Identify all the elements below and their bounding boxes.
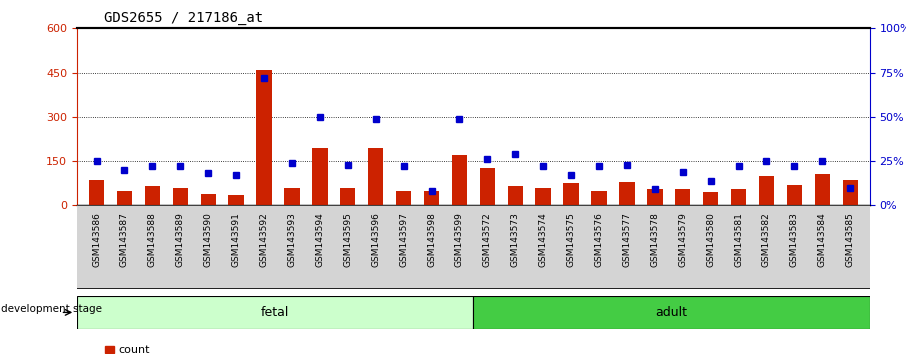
Text: GSM143599: GSM143599 xyxy=(455,212,464,267)
Bar xyxy=(507,186,523,205)
Text: GSM143572: GSM143572 xyxy=(483,212,492,267)
Text: GSM143589: GSM143589 xyxy=(176,212,185,267)
Bar xyxy=(145,186,160,205)
Text: GSM143580: GSM143580 xyxy=(706,212,715,267)
Text: fetal: fetal xyxy=(261,306,289,319)
Text: GSM143586: GSM143586 xyxy=(92,212,101,267)
Bar xyxy=(564,183,579,205)
Bar xyxy=(843,180,858,205)
Legend: count, percentile rank within the sample: count, percentile rank within the sample xyxy=(101,341,311,354)
Text: GSM143576: GSM143576 xyxy=(594,212,603,267)
Bar xyxy=(256,70,272,205)
Text: GSM143592: GSM143592 xyxy=(259,212,268,267)
Text: adult: adult xyxy=(656,306,688,319)
Bar xyxy=(117,190,132,205)
Bar xyxy=(173,188,188,205)
Text: GSM143574: GSM143574 xyxy=(539,212,547,267)
Bar xyxy=(313,148,328,205)
Text: development stage: development stage xyxy=(1,304,101,314)
Text: GSM143577: GSM143577 xyxy=(622,212,631,267)
Text: GSM143594: GSM143594 xyxy=(315,212,324,267)
Bar xyxy=(759,176,774,205)
Bar xyxy=(77,296,473,329)
Text: GSM143583: GSM143583 xyxy=(790,212,799,267)
Bar xyxy=(200,194,216,205)
Bar xyxy=(814,175,830,205)
Bar xyxy=(647,189,662,205)
Text: GSM143585: GSM143585 xyxy=(845,212,854,267)
Bar xyxy=(786,185,802,205)
Text: GSM143598: GSM143598 xyxy=(427,212,436,267)
Bar xyxy=(89,180,104,205)
Text: GSM143581: GSM143581 xyxy=(734,212,743,267)
Text: GSM143597: GSM143597 xyxy=(400,212,408,267)
Bar xyxy=(535,188,551,205)
Bar xyxy=(284,188,300,205)
Text: GSM143587: GSM143587 xyxy=(120,212,129,267)
Bar xyxy=(424,190,439,205)
Bar xyxy=(703,192,718,205)
Text: GSM143590: GSM143590 xyxy=(204,212,213,267)
Text: GSM143596: GSM143596 xyxy=(371,212,381,267)
Bar xyxy=(228,195,244,205)
Text: GSM143575: GSM143575 xyxy=(566,212,575,267)
Bar xyxy=(396,190,411,205)
Text: GSM143595: GSM143595 xyxy=(343,212,352,267)
Bar xyxy=(452,155,467,205)
Text: GSM143582: GSM143582 xyxy=(762,212,771,267)
Text: GSM143593: GSM143593 xyxy=(287,212,296,267)
Text: GSM143588: GSM143588 xyxy=(148,212,157,267)
Text: GSM143573: GSM143573 xyxy=(511,212,520,267)
Text: GDS2655 / 217186_at: GDS2655 / 217186_at xyxy=(104,11,264,25)
Bar xyxy=(368,148,383,205)
Text: GSM143578: GSM143578 xyxy=(651,212,660,267)
Bar xyxy=(675,189,690,205)
Bar xyxy=(473,296,870,329)
Bar xyxy=(479,169,495,205)
Text: GSM143591: GSM143591 xyxy=(232,212,241,267)
Bar xyxy=(731,189,747,205)
Bar xyxy=(340,188,355,205)
Text: GSM143584: GSM143584 xyxy=(818,212,827,267)
Text: GSM143579: GSM143579 xyxy=(679,212,688,267)
Bar xyxy=(619,182,634,205)
Bar xyxy=(592,190,607,205)
